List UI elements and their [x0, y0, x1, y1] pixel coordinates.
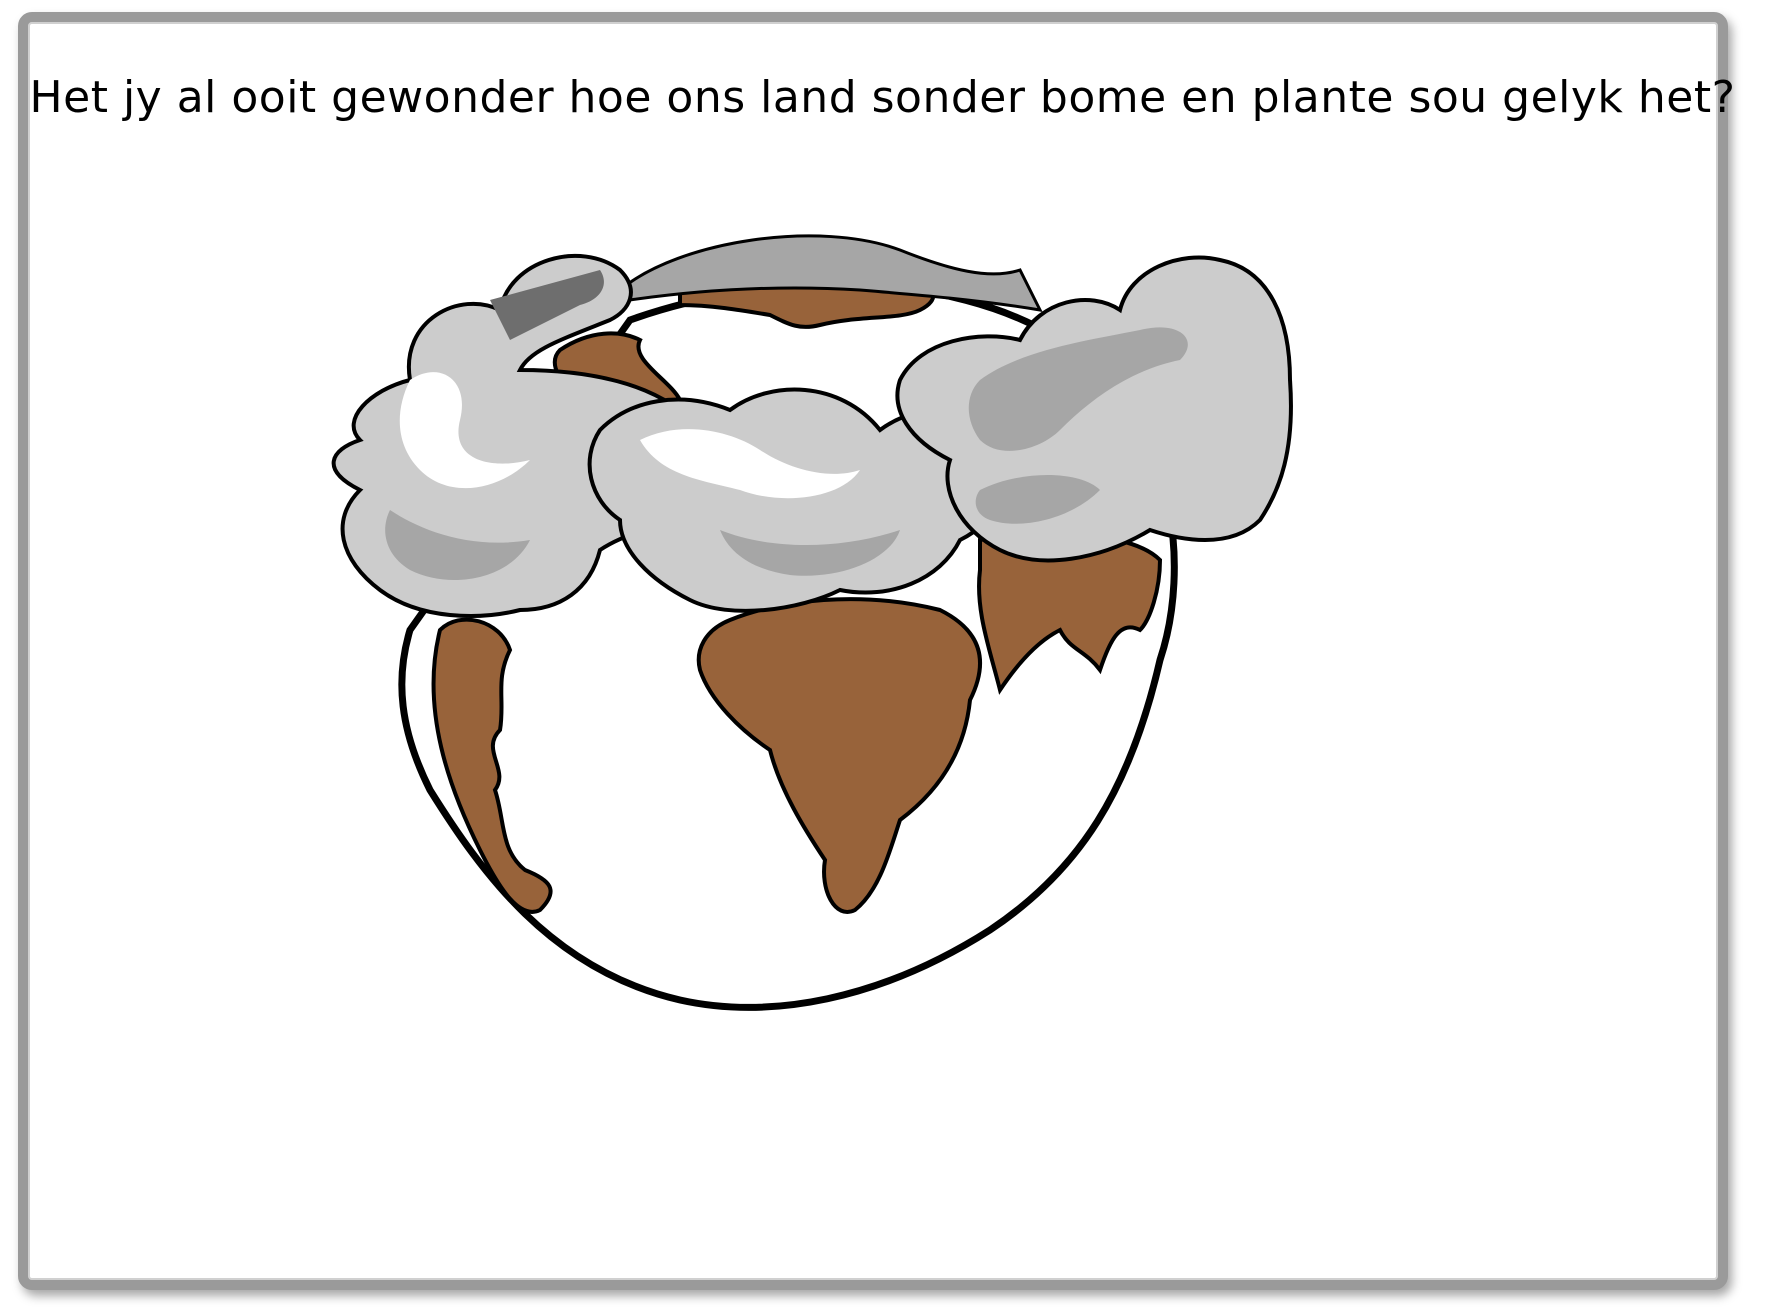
land-americas [431, 617, 553, 914]
land-africa [696, 597, 982, 914]
smoke-left-shadow [385, 510, 530, 580]
smoke-right-shadow [968, 327, 1188, 451]
globe-smoke-illustration [331, 234, 1293, 1011]
slide-caption: Het jy al ooit gewonder hoe ons land son… [29, 72, 1736, 123]
smoke-middle-shadow [720, 530, 900, 576]
smoke-right-shadow-lower [975, 475, 1100, 524]
smoke-dark-patch [490, 270, 604, 340]
smoke-middle-highlight [640, 429, 860, 499]
smoke-back [617, 234, 1043, 312]
smoke-left-highlight [399, 372, 530, 489]
land-asia [977, 532, 1163, 695]
